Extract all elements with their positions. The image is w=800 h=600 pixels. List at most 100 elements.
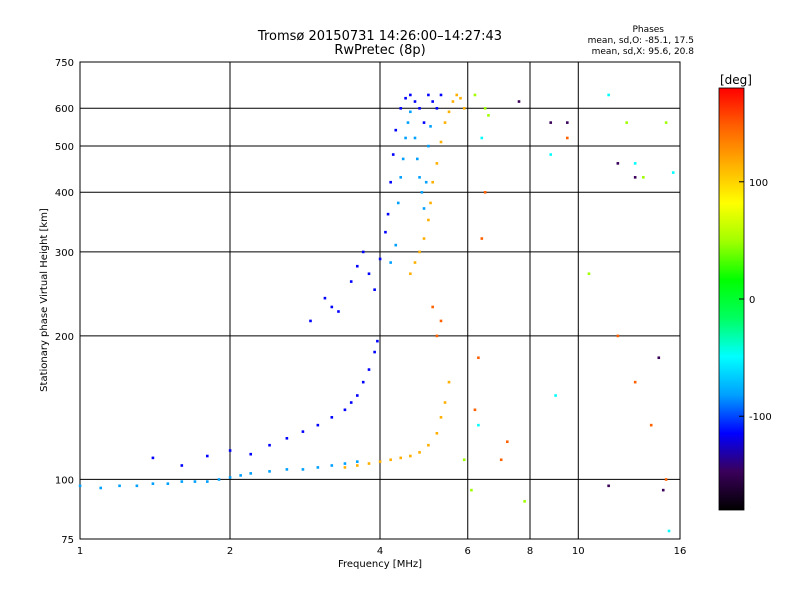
- data-point: [389, 458, 392, 462]
- data-point: [427, 93, 430, 97]
- y-axis-ticks: 75 100 200 300 400 500 600 750: [55, 58, 74, 546]
- data-point: [151, 482, 155, 485]
- data-point: [633, 162, 637, 165]
- data-point: [349, 401, 353, 404]
- y-tick-label: 750: [55, 58, 74, 69]
- data-point: [616, 162, 620, 165]
- data-point: [451, 100, 455, 103]
- y-tick-label: 600: [55, 104, 74, 115]
- data-point: [355, 464, 359, 467]
- data-point: [355, 264, 359, 268]
- data-point: [517, 100, 521, 103]
- y-tick-label: 200: [55, 332, 74, 343]
- x-tick-label: 6: [465, 546, 471, 557]
- data-point: [343, 408, 347, 412]
- data-point: [396, 201, 400, 205]
- data-point: [394, 243, 398, 247]
- data-point: [487, 114, 490, 117]
- data-point: [429, 125, 432, 128]
- x-tick-label: 1: [77, 546, 83, 557]
- data-point: [462, 107, 466, 110]
- data-point: [166, 482, 170, 485]
- data-point: [424, 180, 428, 184]
- data-point: [664, 478, 668, 481]
- phase-stats-title: Phases: [632, 25, 664, 35]
- data-point: [499, 458, 503, 462]
- data-point: [355, 394, 359, 397]
- data-point: [330, 416, 334, 419]
- data-point: [228, 449, 232, 452]
- y-tick-label: 500: [55, 142, 74, 153]
- data-point: [413, 136, 417, 140]
- data-point: [330, 305, 334, 309]
- data-point: [459, 96, 462, 100]
- data-point: [427, 218, 430, 222]
- data-point: [671, 171, 675, 174]
- data-point: [480, 136, 484, 140]
- data-point: [309, 319, 312, 323]
- data-point: [418, 250, 421, 254]
- data-point: [285, 437, 289, 440]
- data-point: [633, 380, 637, 384]
- data-point: [367, 272, 371, 276]
- data-point: [355, 460, 359, 463]
- data-point: [301, 430, 305, 433]
- data-point: [431, 305, 434, 309]
- data-point: [409, 272, 412, 276]
- data-point: [373, 288, 376, 291]
- data-point: [384, 230, 387, 234]
- grid-lines: [80, 62, 680, 539]
- data-point: [413, 261, 417, 264]
- data-point: [435, 107, 439, 110]
- data-point: [565, 136, 569, 140]
- data-point: [477, 423, 480, 427]
- data-point: [661, 488, 665, 492]
- data-point: [625, 121, 628, 124]
- y-tick-label: 100: [55, 475, 74, 486]
- data-point: [443, 401, 447, 404]
- data-point: [249, 452, 253, 456]
- data-point: [78, 484, 82, 488]
- phase-stats-x: mean, sd,X: 95.6, 20.8: [592, 47, 695, 57]
- data-point: [399, 456, 403, 460]
- plot-frame: [79, 61, 681, 540]
- data-point: [415, 157, 419, 161]
- data-point: [378, 257, 382, 261]
- data-point: [409, 454, 412, 458]
- data-point: [447, 110, 451, 114]
- data-point: [404, 136, 407, 140]
- data-point: [554, 394, 557, 397]
- data-point: [316, 423, 320, 427]
- data-point: [367, 368, 371, 371]
- data-point: [118, 484, 121, 488]
- data-point: [470, 488, 473, 492]
- data-point: [151, 456, 155, 460]
- x-axis-label: Frequency [MHz]: [338, 559, 422, 570]
- data-point: [549, 153, 553, 156]
- data-point: [330, 464, 334, 467]
- data-point: [435, 162, 439, 165]
- data-point: [435, 334, 439, 338]
- data-point: [418, 176, 421, 179]
- data-point: [193, 480, 197, 483]
- chart-subtitle: RwPretec (8p): [334, 43, 425, 58]
- data-point: [422, 207, 426, 210]
- x-tick-label: 8: [527, 546, 533, 557]
- data-point: [180, 480, 184, 483]
- data-point: [389, 180, 392, 184]
- data-point: [394, 128, 398, 132]
- data-point: [418, 107, 421, 110]
- colorbar-tick-label: 0: [749, 295, 755, 306]
- y-tick-label: 400: [55, 188, 74, 199]
- data-point: [664, 121, 668, 124]
- data-point: [399, 107, 403, 110]
- data-point: [447, 380, 451, 384]
- data-point: [268, 443, 271, 447]
- chart-title: Tromsø 20150731 14:26:00–14:27:43: [257, 29, 502, 44]
- x-tick-label: 10: [572, 546, 585, 557]
- x-tick-label: 16: [674, 546, 687, 557]
- data-point: [361, 380, 365, 384]
- data-point: [406, 121, 410, 124]
- data-point: [429, 201, 432, 205]
- data-point: [435, 431, 439, 435]
